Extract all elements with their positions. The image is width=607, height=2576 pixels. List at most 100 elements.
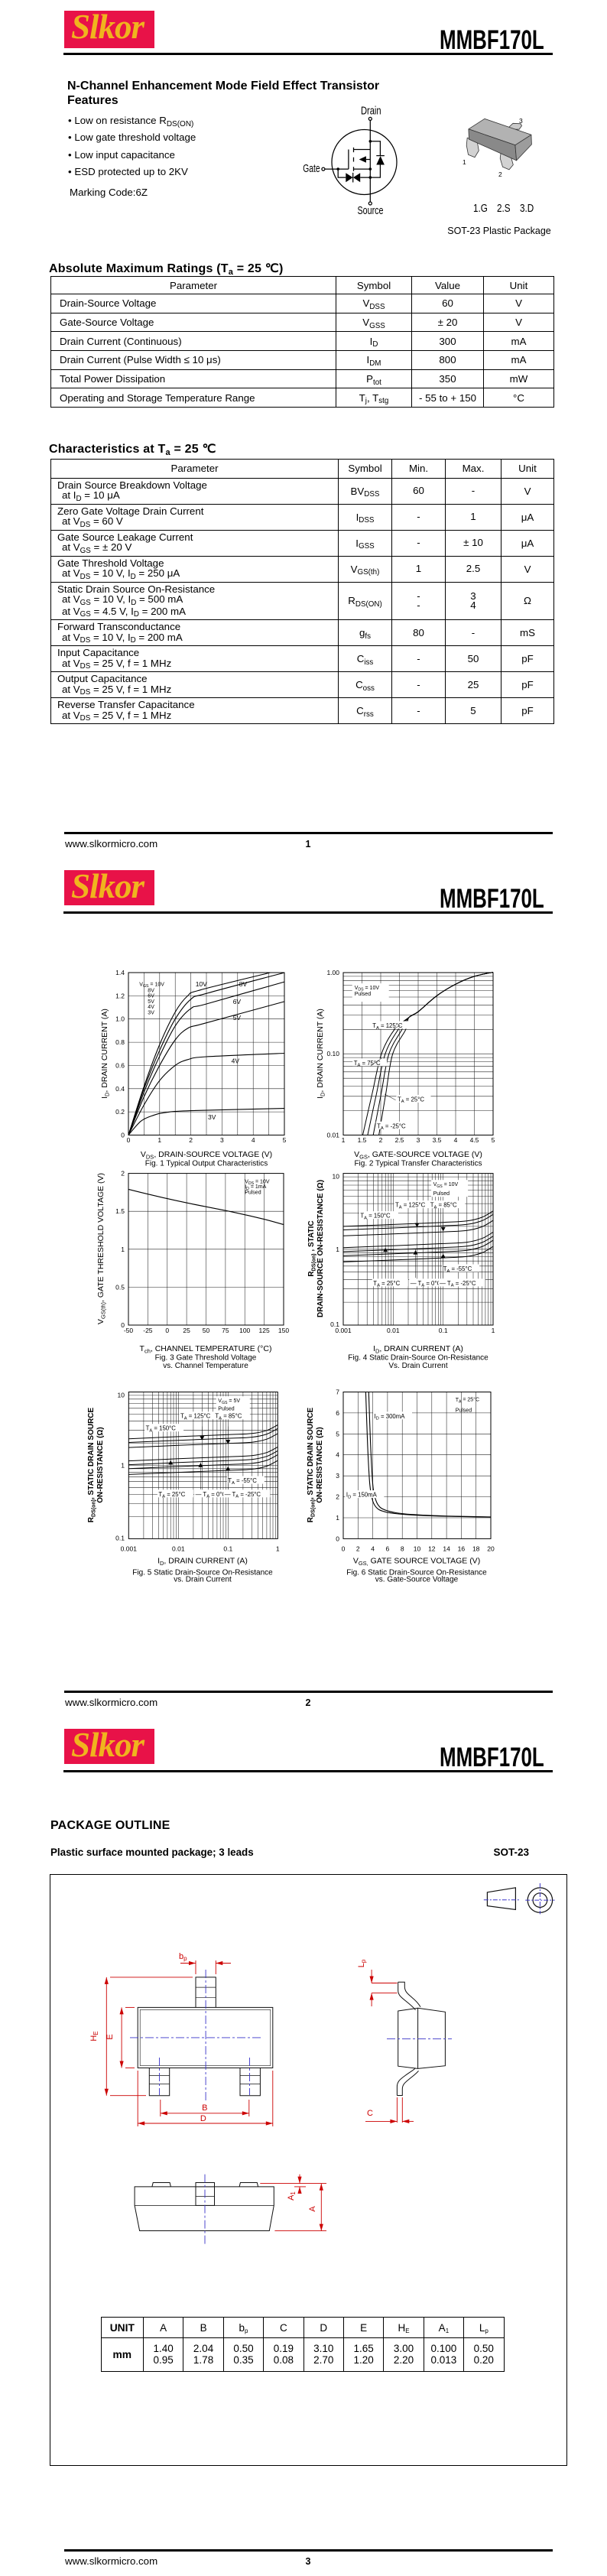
svg-text:VDS, DRAIN-SOURCE VOLTAGE (V): VDS, DRAIN-SOURCE VOLTAGE (V) (141, 1150, 272, 1161)
svg-text:5: 5 (492, 1136, 495, 1144)
svg-text:50: 50 (203, 1327, 210, 1334)
svg-text:— TA = -25°C: — TA = -25°C (440, 1280, 476, 1288)
svg-text:VGS = 10V: VGS = 10V (433, 1182, 459, 1189)
svg-text:6V: 6V (148, 994, 154, 999)
svg-text:3: 3 (220, 1136, 224, 1144)
svg-text:TA = 150°C: TA = 150°C (146, 1425, 177, 1434)
svg-text:3V: 3V (208, 1113, 216, 1121)
svg-text:18: 18 (472, 1545, 480, 1553)
svg-text:VGS(th), GATE THRESHOLD VOLTAG: VGS(th), GATE THRESHOLD VOLTAGE (V) (96, 1173, 107, 1324)
svg-text:3: 3 (417, 1136, 420, 1144)
svg-text:ON-RESISTANCE (Ω): ON-RESISTANCE (Ω) (316, 1427, 324, 1503)
svg-text:1: 1 (157, 1136, 161, 1144)
svg-text:Pulsed: Pulsed (433, 1191, 450, 1197)
svg-text:1.00: 1.00 (326, 969, 339, 976)
svg-text:A: A (308, 2206, 317, 2212)
svg-text:0.001: 0.001 (335, 1327, 352, 1334)
svg-text:ON-RESISTANCE (Ω): ON-RESISTANCE (Ω) (96, 1427, 105, 1503)
svg-text:4V: 4V (148, 1005, 154, 1010)
svg-text:VGS, GATE SOURCE VOLTAGE (V): VGS, GATE SOURCE VOLTAGE (V) (353, 1557, 480, 1567)
svg-text:0: 0 (342, 1545, 346, 1553)
svg-text:3: 3 (336, 1472, 339, 1480)
svg-text:25: 25 (183, 1327, 190, 1334)
svg-text:Source: Source (358, 204, 384, 217)
svg-text:0.2: 0.2 (115, 1108, 125, 1116)
svg-text:16: 16 (458, 1545, 466, 1553)
svg-text:10: 10 (333, 1173, 340, 1181)
svg-text:0.5: 0.5 (115, 1283, 125, 1291)
svg-text:D: D (200, 2114, 206, 2123)
svg-text:1.5: 1.5 (358, 1136, 367, 1144)
svg-text:0.001: 0.001 (121, 1545, 138, 1553)
svg-text:Fig. 2 Typical Transfer Chara: Fig. 2 Typical Transfer Characteristics (354, 1160, 482, 1168)
svg-text:TA = 25°C: TA = 25°C (456, 1397, 479, 1405)
svg-text:3V: 3V (148, 1010, 154, 1015)
svg-text:Vs. Drain Current: Vs. Drain Current (388, 1362, 447, 1370)
svg-text:0.1: 0.1 (115, 1534, 125, 1541)
svg-text:1: 1 (121, 1246, 125, 1253)
svg-text:TA = -55°C: TA = -55°C (443, 1265, 472, 1274)
svg-text:TA = 125°C: TA = 125°C (395, 1202, 426, 1210)
svg-text:-25: -25 (143, 1327, 153, 1334)
svg-text:0.01: 0.01 (387, 1327, 400, 1334)
svg-text:ID, DRAIN CURRENT (A): ID, DRAIN CURRENT (A) (157, 1557, 248, 1567)
svg-text:125: 125 (259, 1327, 270, 1334)
svg-text:— TA = 0°C: — TA = 0°C (411, 1280, 442, 1288)
svg-text:VGS = 5V: VGS = 5V (218, 1398, 240, 1405)
svg-text:2: 2 (121, 1170, 125, 1178)
svg-text:0: 0 (121, 1321, 125, 1329)
svg-text:100: 100 (239, 1327, 250, 1334)
svg-text:Pulsed: Pulsed (245, 1190, 261, 1195)
svg-text:0.1: 0.1 (330, 1320, 339, 1328)
svg-text:1: 1 (336, 1246, 339, 1253)
svg-text:DRAIN-SOURCE ON-RESISTANCE (Ω): DRAIN-SOURCE ON-RESISTANCE (Ω) (316, 1180, 325, 1317)
svg-text:2.5: 2.5 (395, 1136, 404, 1144)
svg-text:1: 1 (342, 1136, 346, 1144)
svg-text:TA = 125°C: TA = 125°C (372, 1022, 403, 1031)
svg-text:B: B (202, 2103, 207, 2113)
svg-text:Pulsed: Pulsed (218, 1407, 235, 1412)
svg-text:-50: -50 (124, 1327, 134, 1334)
svg-text:0: 0 (336, 1535, 339, 1542)
svg-text:1: 1 (336, 1514, 339, 1522)
svg-text:HE: HE (89, 2031, 99, 2041)
svg-text:— TA = -25°C: — TA = -25°C (225, 1491, 261, 1499)
svg-text:Gate: Gate (303, 162, 320, 175)
svg-text:0.4: 0.4 (115, 1085, 125, 1093)
svg-text:1: 1 (276, 1545, 280, 1553)
svg-text:4.5: 4.5 (470, 1136, 479, 1144)
svg-text:E: E (105, 2034, 115, 2039)
svg-text:Fig. 5 Static Drain-Source On: Fig. 5 Static Drain-Source On-Resistance (132, 1569, 273, 1577)
svg-text:5V: 5V (233, 1014, 242, 1022)
svg-text:0.01: 0.01 (326, 1132, 339, 1139)
svg-text:5V: 5V (148, 999, 154, 1005)
svg-text:2: 2 (356, 1545, 360, 1553)
svg-text:RDS(on), STATIC DRAIN SOURCE: RDS(on), STATIC DRAIN SOURCE (87, 1407, 97, 1522)
svg-text:TA = 150°C: TA = 150°C (360, 1213, 391, 1221)
svg-text:C: C (367, 2109, 373, 2118)
svg-text:3.5: 3.5 (433, 1136, 442, 1144)
svg-text:TA = 75°C: TA = 75°C (354, 1060, 381, 1068)
svg-text:0.1: 0.1 (223, 1545, 232, 1553)
svg-text:4: 4 (336, 1451, 339, 1459)
svg-text:20: 20 (487, 1545, 495, 1553)
svg-text:5: 5 (283, 1136, 287, 1144)
svg-text:VDS = 10V: VDS = 10V (245, 1179, 270, 1186)
svg-text:6V: 6V (233, 998, 242, 1005)
svg-text:0.1: 0.1 (439, 1327, 448, 1334)
svg-text:RDS(on), STATIC DRAIN SOURCE: RDS(on), STATIC DRAIN SOURCE (307, 1407, 316, 1522)
svg-text:0.8: 0.8 (115, 1038, 125, 1046)
svg-text:8V: 8V (239, 980, 248, 988)
svg-text:2: 2 (189, 1136, 193, 1144)
svg-text:6: 6 (336, 1409, 339, 1417)
svg-text:5: 5 (336, 1430, 339, 1437)
svg-text:— TA = 0°C: — TA = 0°C (196, 1491, 227, 1499)
svg-text:VGS, GATE-SOURCE VOLTAGE (V): VGS, GATE-SOURCE VOLTAGE (V) (354, 1150, 482, 1161)
svg-text:10: 10 (118, 1392, 125, 1399)
svg-text:0.01: 0.01 (172, 1545, 185, 1553)
svg-text:75: 75 (222, 1327, 229, 1334)
svg-text:3: 3 (519, 117, 523, 125)
svg-text:ID, DRAIN CURRENT (A): ID, DRAIN CURRENT (A) (100, 1009, 111, 1099)
svg-text:2: 2 (498, 171, 502, 178)
svg-text:0.6: 0.6 (115, 1061, 125, 1069)
